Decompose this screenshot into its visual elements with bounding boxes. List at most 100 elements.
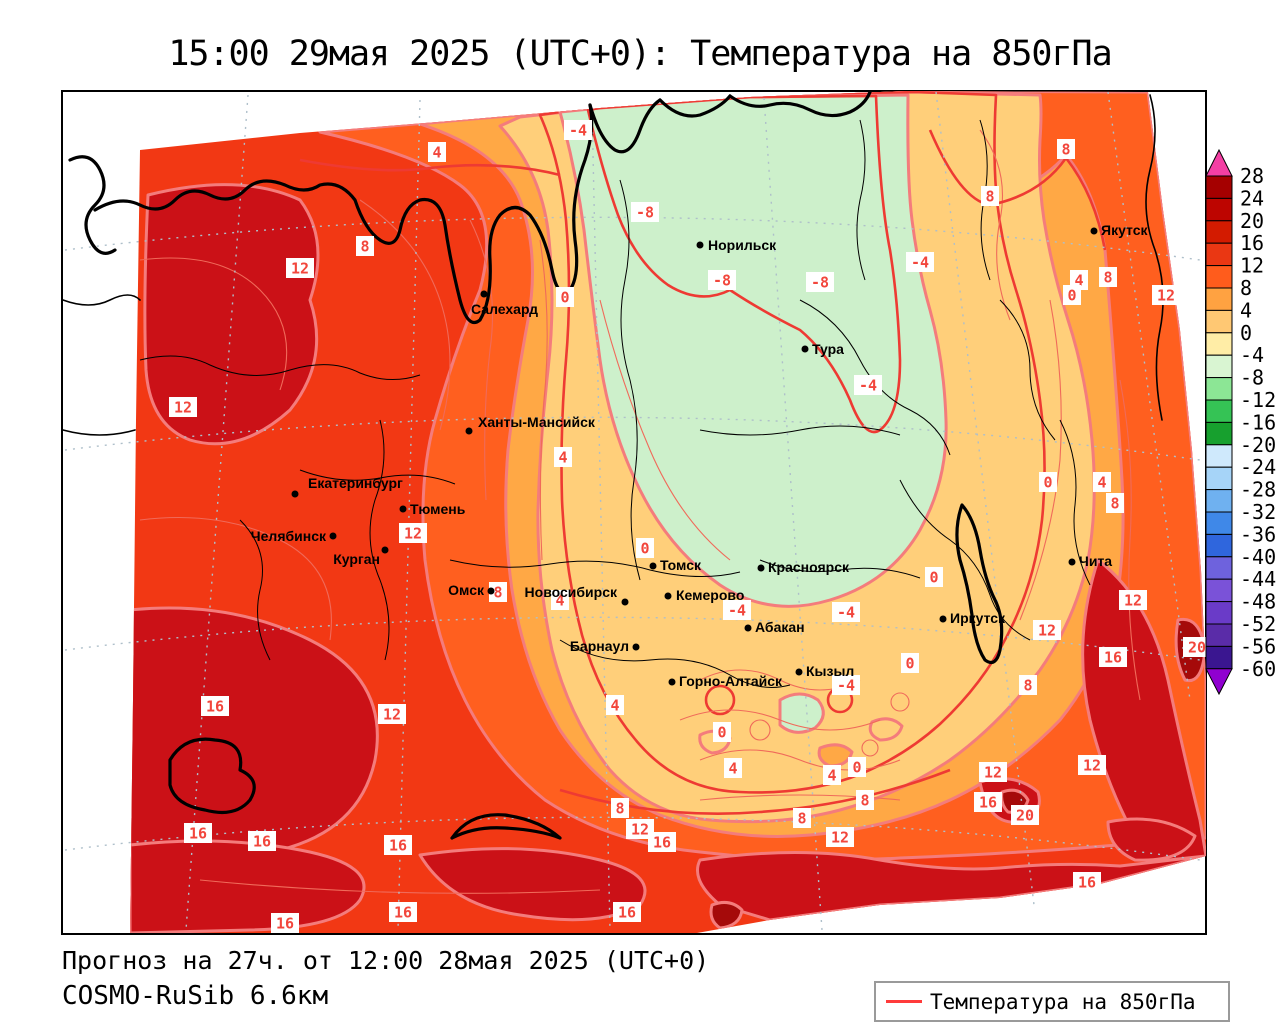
contour-label-box <box>428 142 446 162</box>
city-dot <box>1068 558 1076 566</box>
contour-label: -4 <box>911 254 929 272</box>
city-label: Новосибирск <box>525 584 618 600</box>
forecast-info: Прогноз на 27ч. от 12:00 28мая 2025 (UTC… <box>62 946 710 975</box>
colorbar-block <box>1205 220 1233 244</box>
city-label: Якутск <box>1101 222 1148 238</box>
contour-label: -4 <box>569 122 587 140</box>
contour-label-box <box>925 567 943 587</box>
colorbar-tick-label: -40 <box>1240 545 1276 569</box>
legend-box: Температура на 850гПа <box>874 981 1230 1022</box>
contour-label-box <box>1039 472 1057 492</box>
colorbar-block <box>1205 511 1233 535</box>
city-label: Омск <box>448 582 485 598</box>
contour-label: 12 <box>1124 592 1142 610</box>
city-label: Абакан <box>755 619 805 635</box>
colorbar-block <box>1205 623 1233 647</box>
model-info: COSMO-RuSib 6.6км <box>62 981 329 1011</box>
contour-label-box <box>901 653 919 673</box>
colorbar-block <box>1205 645 1233 670</box>
contour-label-box <box>1099 647 1127 667</box>
contour-label-box <box>1093 472 1111 492</box>
colorbar-tick-label: -36 <box>1240 522 1276 546</box>
contour-label-box <box>169 397 197 417</box>
contour-label-box <box>854 375 882 395</box>
contour-label: -4 <box>837 677 855 695</box>
colorbar-block <box>1205 444 1233 468</box>
contour-label-box <box>626 819 654 839</box>
city-label: Салехард <box>471 301 538 317</box>
contour-label: 4 <box>555 592 564 610</box>
legend-line-sample <box>886 1000 922 1003</box>
map-title: 15:00 29мая 2025 (UTC+0): Температура на… <box>168 34 1112 74</box>
contour-label-box <box>271 913 299 933</box>
colorbar-tick-label: 16 <box>1240 231 1264 255</box>
contour-label: 12 <box>631 821 649 839</box>
city-dot <box>399 505 407 513</box>
city-dot <box>621 598 629 606</box>
colorbar-tick-label: -28 <box>1240 478 1276 502</box>
city-label: Томск <box>660 557 702 573</box>
colorbar-block <box>1205 175 1233 199</box>
contour-label: 4 <box>827 767 836 785</box>
contour-label-box <box>806 272 834 292</box>
colorbar-tick-label: -20 <box>1240 433 1276 457</box>
colorbar-block <box>1205 332 1233 356</box>
contour-label-box <box>184 823 212 843</box>
city-dot <box>329 532 337 540</box>
city-dot <box>744 624 752 632</box>
city-dot <box>757 564 765 572</box>
city-label: Иркутск <box>950 610 1006 626</box>
graticule <box>64 91 1201 931</box>
contour-label-box <box>631 202 659 222</box>
city-label: Горно-Алтайск <box>679 673 783 689</box>
colorbar-block <box>1205 197 1233 222</box>
city-label: Красноярск <box>768 559 850 575</box>
contour-label-box <box>489 582 507 602</box>
contour-label: 16 <box>618 904 636 922</box>
contour-label: 12 <box>1083 757 1101 775</box>
contour-label-box <box>974 792 1002 812</box>
contour-label: 12 <box>831 829 849 847</box>
city-dot <box>632 643 640 651</box>
contour-label: 16 <box>394 904 412 922</box>
colorbar-under-triangle <box>1205 668 1233 696</box>
contour-label: 8 <box>1061 141 1070 159</box>
contour-label-box <box>826 827 854 847</box>
city-dot <box>939 615 947 623</box>
colorbar-tick-label: 0 <box>1240 321 1252 345</box>
contour-label-box <box>201 696 229 716</box>
colorbar-tick-label: -24 <box>1240 455 1276 479</box>
city-dot <box>795 668 803 676</box>
colorbar: 2824201612840-4-8-12-16-20-24-28-32-36-4… <box>1205 148 1276 696</box>
contour-label: 0 <box>560 289 569 307</box>
contour-label-box <box>793 808 811 828</box>
contour-label-box <box>399 523 427 543</box>
city-label: Барнаул <box>570 638 629 654</box>
contour-label: 16 <box>1104 649 1122 667</box>
contour-label: 8 <box>493 584 502 602</box>
contour-label: 0 <box>905 655 914 673</box>
contour-label: 8 <box>1103 269 1112 287</box>
city-markers: Норильск Салехард Тура Ханты-Мансийск Екатер… <box>251 222 1149 689</box>
contour-label-box <box>906 252 934 272</box>
colorbar-tick-label: 8 <box>1240 276 1252 300</box>
contour-label: 0 <box>1043 474 1052 492</box>
contour-label: 12 <box>404 525 422 543</box>
contour-label: 20 <box>1016 807 1034 825</box>
contour-label: 16 <box>1078 874 1096 892</box>
colorbar-over-triangle <box>1205 148 1233 177</box>
contour-label: 16 <box>653 834 671 852</box>
band-16-20-patches <box>130 183 1206 933</box>
city-label: Челябинск <box>251 528 327 544</box>
contour-label: 8 <box>860 792 869 810</box>
colorbar-tick-label: -4 <box>1240 343 1264 367</box>
colorbar-block <box>1205 242 1233 267</box>
city-dot <box>465 427 473 435</box>
colorbar-block <box>1205 466 1233 491</box>
contour-label-box <box>1183 637 1211 657</box>
city-dot <box>291 490 299 498</box>
colorbar-block <box>1205 399 1233 423</box>
contour-label-box <box>832 602 860 622</box>
contour-label-box <box>648 832 676 852</box>
